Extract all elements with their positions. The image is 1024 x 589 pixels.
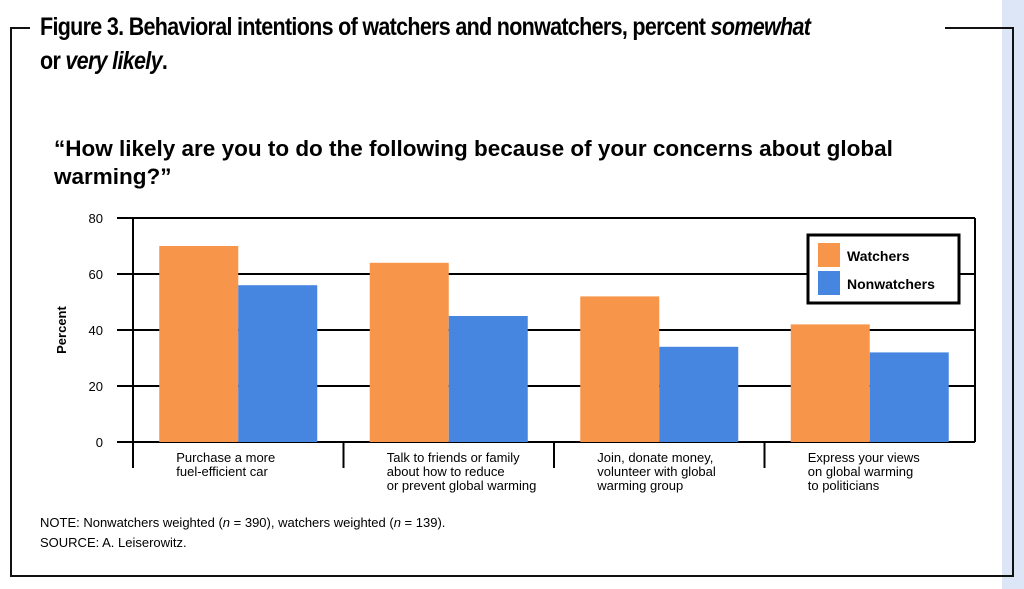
y-tick-label: 40	[89, 323, 103, 338]
bar-watchers	[369, 262, 449, 442]
x-tick-label: or prevent global warming	[387, 478, 537, 493]
x-tick-label: Express your views	[808, 450, 920, 465]
y-axis-label: Percent	[54, 305, 69, 353]
legend-label: Watchers	[847, 248, 910, 264]
x-tick-label: warming group	[596, 478, 683, 493]
chart-question: “How likely are you to do the following …	[54, 136, 893, 189]
y-tick-label: 80	[89, 211, 103, 226]
x-tick-label: Purchase a more	[176, 450, 275, 465]
bar-nonwatchers	[238, 285, 318, 442]
bar-nonwatchers	[869, 352, 949, 442]
y-tick-label: 0	[96, 435, 103, 450]
chart-note: NOTE: Nonwatchers weighted (n = 390), wa…	[40, 513, 445, 553]
frame-top-left	[10, 27, 30, 29]
frame-top-right	[945, 27, 1012, 29]
x-tick-label: to politicians	[808, 478, 880, 493]
bar-watchers	[159, 246, 239, 442]
x-tick-label: Talk to friends or family	[387, 450, 520, 465]
y-tick-label: 60	[89, 267, 103, 282]
legend-label: Nonwatchers	[847, 276, 935, 292]
bar-watchers	[580, 296, 660, 442]
y-tick-label: 20	[89, 379, 103, 394]
legend-swatch-nonwatchers	[818, 271, 840, 295]
figure-title: Figure 3. Behavioral intentions of watch…	[40, 13, 811, 75]
x-tick-label: on global warming	[808, 464, 914, 479]
x-tick-label: volunteer with global	[597, 464, 716, 479]
source-line: SOURCE: A. Leiserowitz.	[40, 535, 187, 550]
legend-swatch-watchers	[818, 243, 840, 267]
x-tick-label: fuel-efficient car	[176, 464, 268, 479]
bar-watchers	[790, 324, 870, 442]
bar-nonwatchers	[659, 346, 739, 442]
x-tick-label: Join, donate money,	[597, 450, 713, 465]
x-tick-label: about how to reduce	[387, 464, 505, 479]
figure-frame	[10, 27, 1014, 577]
bar-nonwatchers	[448, 316, 528, 442]
